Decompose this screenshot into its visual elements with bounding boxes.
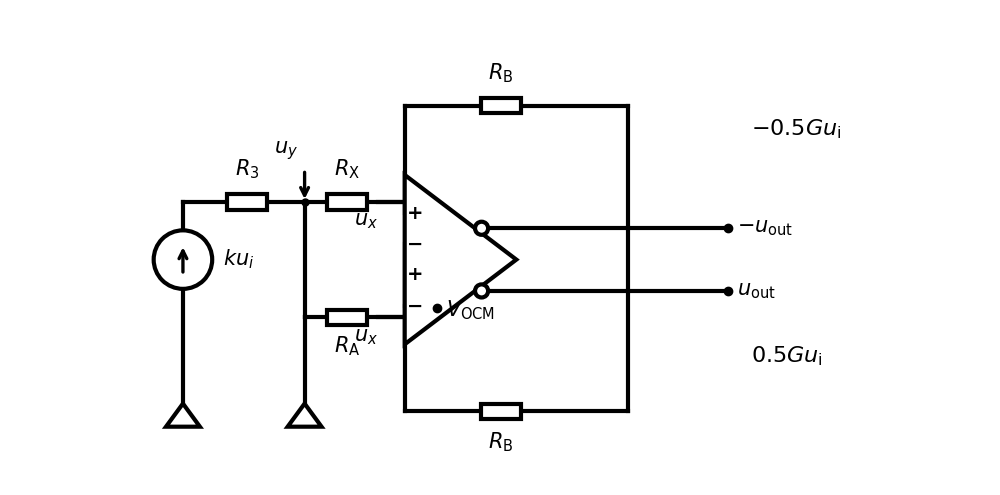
Text: $-u_{\rm out}$: $-u_{\rm out}$: [737, 218, 794, 238]
Text: $R_{\rm B}$: $R_{\rm B}$: [488, 61, 514, 85]
Text: $u_x$: $u_x$: [354, 327, 378, 346]
Circle shape: [475, 285, 488, 297]
Text: +: +: [407, 203, 424, 223]
Bar: [227, 194, 267, 209]
Text: $V_{\rm OCM}$: $V_{\rm OCM}$: [446, 298, 495, 322]
Text: $u_y$: $u_y$: [274, 139, 298, 162]
Text: −: −: [407, 297, 424, 316]
Text: $u_{\rm out}$: $u_{\rm out}$: [737, 281, 776, 301]
Bar: [481, 403, 521, 419]
Circle shape: [154, 230, 212, 289]
Text: $0.5Gu_{\rm i}$: $0.5Gu_{\rm i}$: [751, 344, 823, 368]
Bar: [481, 98, 521, 113]
Text: $R_{\rm B}$: $R_{\rm B}$: [488, 431, 514, 454]
Bar: [327, 310, 367, 325]
Circle shape: [475, 222, 488, 235]
Text: $-0.5Gu_{\rm i}$: $-0.5Gu_{\rm i}$: [751, 117, 842, 141]
Text: $R_3$: $R_3$: [235, 157, 259, 181]
Text: +: +: [407, 265, 424, 284]
Bar: [327, 194, 367, 209]
Text: −: −: [407, 235, 424, 254]
Text: $u_x$: $u_x$: [354, 211, 378, 231]
Text: $R_{\rm X}$: $R_{\rm X}$: [334, 157, 360, 181]
Polygon shape: [405, 175, 516, 345]
Polygon shape: [166, 403, 200, 427]
Text: $ku_i$: $ku_i$: [223, 248, 254, 271]
Polygon shape: [288, 403, 322, 427]
Text: $R_{\rm A}$: $R_{\rm A}$: [334, 334, 360, 358]
